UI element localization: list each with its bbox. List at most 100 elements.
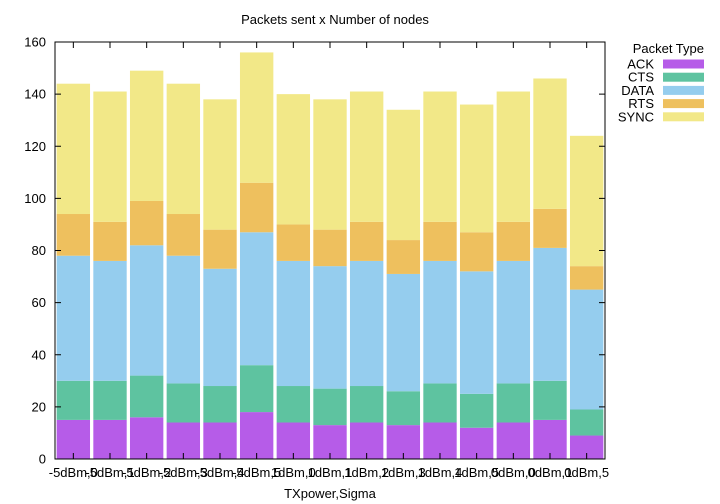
bar-segment-sync xyxy=(569,135,604,267)
bar-segment-rts xyxy=(203,229,237,269)
bar-segment-ack xyxy=(93,419,127,459)
bar-segment-sync xyxy=(349,91,384,222)
bar-segment-rts xyxy=(276,224,311,261)
bar-segment-cts xyxy=(349,386,384,423)
bar-segment-data xyxy=(313,266,347,389)
bar-segment-rts xyxy=(423,221,457,261)
bar-segment-rts xyxy=(496,221,531,261)
x-tick-label: -5dBm,1 xyxy=(85,465,134,480)
bar-segment-ack xyxy=(56,419,91,459)
bar-segment-sync xyxy=(203,99,237,230)
bar-segment-rts xyxy=(386,240,421,274)
y-tick-label: 100 xyxy=(24,191,46,206)
y-tick-label: 80 xyxy=(32,243,46,258)
x-tick-label: 1dBm,1 xyxy=(308,465,353,480)
legend-label: DATA xyxy=(621,83,654,98)
y-tick-label: 60 xyxy=(32,295,46,310)
y-tick-label: 20 xyxy=(32,399,46,414)
bar-segment-cts xyxy=(569,409,604,436)
x-tick-label: 0dBm,1 xyxy=(528,465,573,480)
y-axis: 0 20 40 60 80 100 120 140 160 xyxy=(24,35,605,467)
chart-title: Packets sent x Number of nodes xyxy=(241,12,429,27)
legend-label: CTS xyxy=(628,70,654,85)
bar-segment-cts xyxy=(386,391,421,426)
x-tick-label: 1dBm,2 xyxy=(344,465,389,480)
bar-segment-cts xyxy=(239,365,274,413)
legend-label: SYNC xyxy=(618,109,654,124)
legend-swatch xyxy=(663,59,704,69)
bar-segment-rts xyxy=(569,266,604,290)
legend-swatch xyxy=(663,72,704,82)
y-tick-label: 40 xyxy=(32,347,46,362)
bar-segment-ack xyxy=(533,419,567,459)
x-tick-label: 0dBm,0 xyxy=(491,465,536,480)
bar-segment-cts xyxy=(533,380,567,420)
bar-segment-rts xyxy=(93,221,127,261)
x-tick-label: 1dBm,3 xyxy=(381,465,426,480)
bar-segment-sync xyxy=(459,104,494,233)
bar-segment-data xyxy=(129,245,164,376)
bar-segment-data xyxy=(423,260,457,384)
bar-segment-cts xyxy=(56,380,91,420)
bar-segment-ack xyxy=(496,422,531,459)
x-tick-label: 1dBm,0 xyxy=(271,465,316,480)
bar-segment-sync xyxy=(533,78,567,209)
bar-segment-cts xyxy=(313,388,347,426)
legend-swatch xyxy=(663,112,704,122)
bar-segment-data xyxy=(239,232,274,366)
bar-segment-cts xyxy=(423,383,457,423)
x-axis-label: TXpower,Sigma xyxy=(284,486,377,501)
bar-segment-ack xyxy=(129,417,164,459)
bar-segment-cts xyxy=(203,386,237,423)
x-tick-label: -5dBm,5 xyxy=(232,465,281,480)
y-tick-label: 0 xyxy=(39,452,46,467)
bar-segment-cts xyxy=(129,375,164,418)
bar-segment-ack xyxy=(166,422,201,459)
bar-segment-data xyxy=(203,268,237,387)
bar-segment-ack xyxy=(423,422,457,459)
x-tick-label: -5dBm,3 xyxy=(159,465,208,480)
x-tick-label: 1dBm,5 xyxy=(454,465,499,480)
x-tick-label: -5dBm,0 xyxy=(49,465,98,480)
bar-segment-data xyxy=(569,289,604,410)
bar-segment-cts xyxy=(166,383,201,423)
bar-segment-ack xyxy=(349,422,384,459)
bar-segment-data xyxy=(166,255,201,384)
bar-segment-cts xyxy=(459,393,494,428)
bar-segment-rts xyxy=(129,200,164,246)
legend-label: ACK xyxy=(627,57,654,72)
bar-segment-data xyxy=(459,271,494,394)
x-tick-label: 1dBm,4 xyxy=(418,465,463,480)
bar-segment-data xyxy=(93,260,127,381)
bar-segment-rts xyxy=(313,229,347,267)
legend-label: RTS xyxy=(628,96,654,111)
bars-layer xyxy=(56,52,604,459)
bar-segment-ack xyxy=(203,422,237,459)
bar-segment-cts xyxy=(276,386,311,423)
y-tick-label: 160 xyxy=(24,35,46,50)
bar-segment-ack xyxy=(276,422,311,459)
x-tick-label: -5dBm,4 xyxy=(195,465,244,480)
bar-segment-data xyxy=(533,247,567,381)
bar-segment-data xyxy=(496,260,531,384)
bar-segment-data xyxy=(56,255,91,381)
bar-segment-rts xyxy=(349,221,384,261)
legend-swatch xyxy=(663,99,704,109)
bar-segment-sync xyxy=(166,83,201,215)
bar-segment-rts xyxy=(56,214,91,256)
bar-segment-data xyxy=(349,260,384,387)
bar-segment-rts xyxy=(459,232,494,272)
bar-segment-rts xyxy=(533,208,567,248)
bar-segment-sync xyxy=(129,70,164,201)
bar-segment-sync xyxy=(313,99,347,230)
legend-title: Packet Type xyxy=(633,41,704,56)
y-tick-label: 120 xyxy=(24,139,46,154)
x-axis: -5dBm,0-5dBm,1-5dBm,2-5dBm,3-5dBm,4-5dBm… xyxy=(49,42,609,480)
bar-segment-cts xyxy=(93,380,127,420)
bar-segment-sync xyxy=(93,91,127,222)
legend-swatch xyxy=(663,85,704,95)
bar-segment-data xyxy=(276,260,311,387)
y-tick-label: 140 xyxy=(24,87,46,102)
